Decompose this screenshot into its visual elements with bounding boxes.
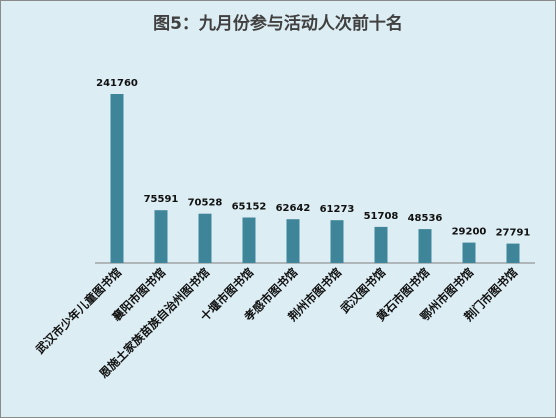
bar-2 [154, 210, 168, 263]
bar-1 [110, 94, 124, 263]
data-label-8: 48536 [408, 213, 443, 224]
data-label-7: 51708 [364, 211, 399, 222]
bar-5 [286, 219, 300, 263]
data-label-3: 70528 [188, 198, 223, 209]
data-label-10: 27791 [496, 228, 531, 239]
category-label-1: 武汉市少年儿童图书馆 [33, 265, 125, 357]
data-label-2: 75591 [144, 194, 179, 205]
data-label-4: 65152 [232, 202, 267, 213]
bar-6 [330, 220, 344, 263]
bar-8 [418, 229, 432, 263]
bar-4 [242, 217, 256, 263]
chart-title: 图5：九月份参与活动人次前十名 [153, 14, 403, 34]
bar-7 [374, 226, 388, 263]
bar-10 [506, 243, 520, 263]
data-label-1: 241760 [96, 78, 138, 89]
data-label-9: 29200 [452, 227, 487, 238]
bar-9 [462, 242, 476, 263]
data-label-6: 61273 [320, 204, 355, 215]
bar-3 [198, 213, 212, 263]
data-label-5: 62642 [276, 203, 311, 214]
